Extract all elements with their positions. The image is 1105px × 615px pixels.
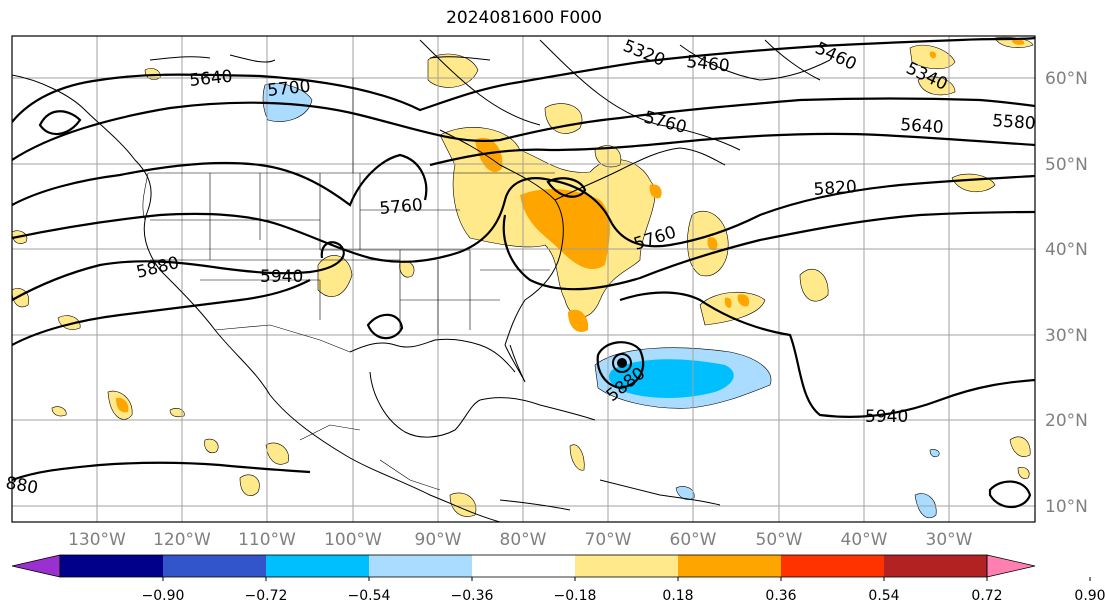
colorbar-tick-label: −0.54 — [348, 588, 391, 604]
lon-label: 100°W — [324, 530, 382, 550]
colorbar-left-extension — [11, 554, 61, 578]
shaded-anomalies — [12, 36, 1034, 519]
map-title: 2024081600 F000 — [446, 8, 602, 28]
lon-label: 130°W — [68, 530, 126, 550]
colorbar-cell — [575, 555, 679, 577]
contour-label: 5820 — [813, 177, 858, 200]
lat-label: 50°N — [1045, 155, 1088, 175]
colorbar-tick-label: −0.36 — [451, 588, 494, 604]
colorbar-tick-label: 0.36 — [765, 588, 796, 604]
contour-label: 5580 — [992, 111, 1037, 134]
colorbar-tick-label: 0.18 — [662, 588, 693, 604]
hurricane-center — [612, 353, 632, 373]
lat-label: 20°N — [1045, 411, 1088, 431]
lat-label: 30°N — [1045, 326, 1088, 346]
lon-label: 60°W — [670, 530, 717, 550]
lon-label: 50°W — [756, 530, 803, 550]
contour-label: 5940 — [260, 267, 303, 287]
colorbar-cell — [163, 555, 267, 577]
colorbar-cell — [369, 555, 473, 577]
map-frame — [11, 35, 1036, 523]
lon-label: 120°W — [153, 530, 211, 550]
colorbar-tick-label: −0.18 — [554, 588, 597, 604]
contour-label: 880 — [4, 473, 39, 498]
lat-label: 10°N — [1045, 497, 1088, 517]
lon-label: 70°W — [585, 530, 632, 550]
contour-label: 5640 — [900, 115, 945, 138]
contour-label: 5460 — [685, 52, 730, 76]
colorbar-tick-label: 0.72 — [971, 588, 1002, 604]
contour-label: 5700 — [266, 77, 311, 101]
graticule — [12, 36, 1035, 522]
contour-label: 5760 — [642, 108, 689, 139]
lon-label: 40°W — [841, 530, 888, 550]
contour-label: 5320 — [620, 36, 668, 71]
colorbar-cell — [781, 555, 885, 577]
colorbar-tick-label: −0.90 — [142, 588, 185, 604]
contour-label: 5760 — [379, 195, 424, 219]
lon-label: 90°W — [415, 530, 462, 550]
lon-label: 80°W — [500, 530, 547, 550]
colorbar-tick-label: −0.72 — [245, 588, 288, 604]
colorbar-right-extension — [986, 554, 1036, 578]
colorbar-outline — [59, 554, 988, 578]
contour-labels: 5640 5700 5460 5460 5340 5580 5640 5760 … — [4, 36, 1036, 498]
lon-label: 110°W — [238, 530, 296, 550]
contour-label: 5880 — [134, 253, 181, 283]
colorbar-tick-label: 0.54 — [868, 588, 899, 604]
colorbar: −0.90 −0.72 −0.54 −0.36 −0.18 0.18 0.36 0.54 0.7… — [11, 554, 1105, 604]
latitude-labels: 60°N 50°N 40°N 30°N 20°N 10°N — [1045, 69, 1088, 517]
contour-label: 5940 — [865, 407, 908, 427]
colorbar-tick-label: 0.90 — [1074, 588, 1105, 604]
longitude-labels: 130°W 120°W 110°W 100°W 90°W 80°W 70°W 6… — [68, 530, 973, 550]
colorbar-cell — [60, 555, 164, 577]
lat-label: 40°N — [1045, 240, 1088, 260]
colorbar-cell — [472, 555, 576, 577]
lat-label: 60°N — [1045, 69, 1088, 89]
colorbar-cell — [678, 555, 782, 577]
coastlines — [12, 39, 831, 522]
contour-label: 5640 — [188, 67, 233, 91]
political-borders — [142, 78, 555, 491]
colorbar-cell — [884, 555, 988, 577]
height-contours — [12, 36, 1035, 509]
lon-label: 30°W — [926, 530, 973, 550]
colorbar-cell — [266, 555, 370, 577]
